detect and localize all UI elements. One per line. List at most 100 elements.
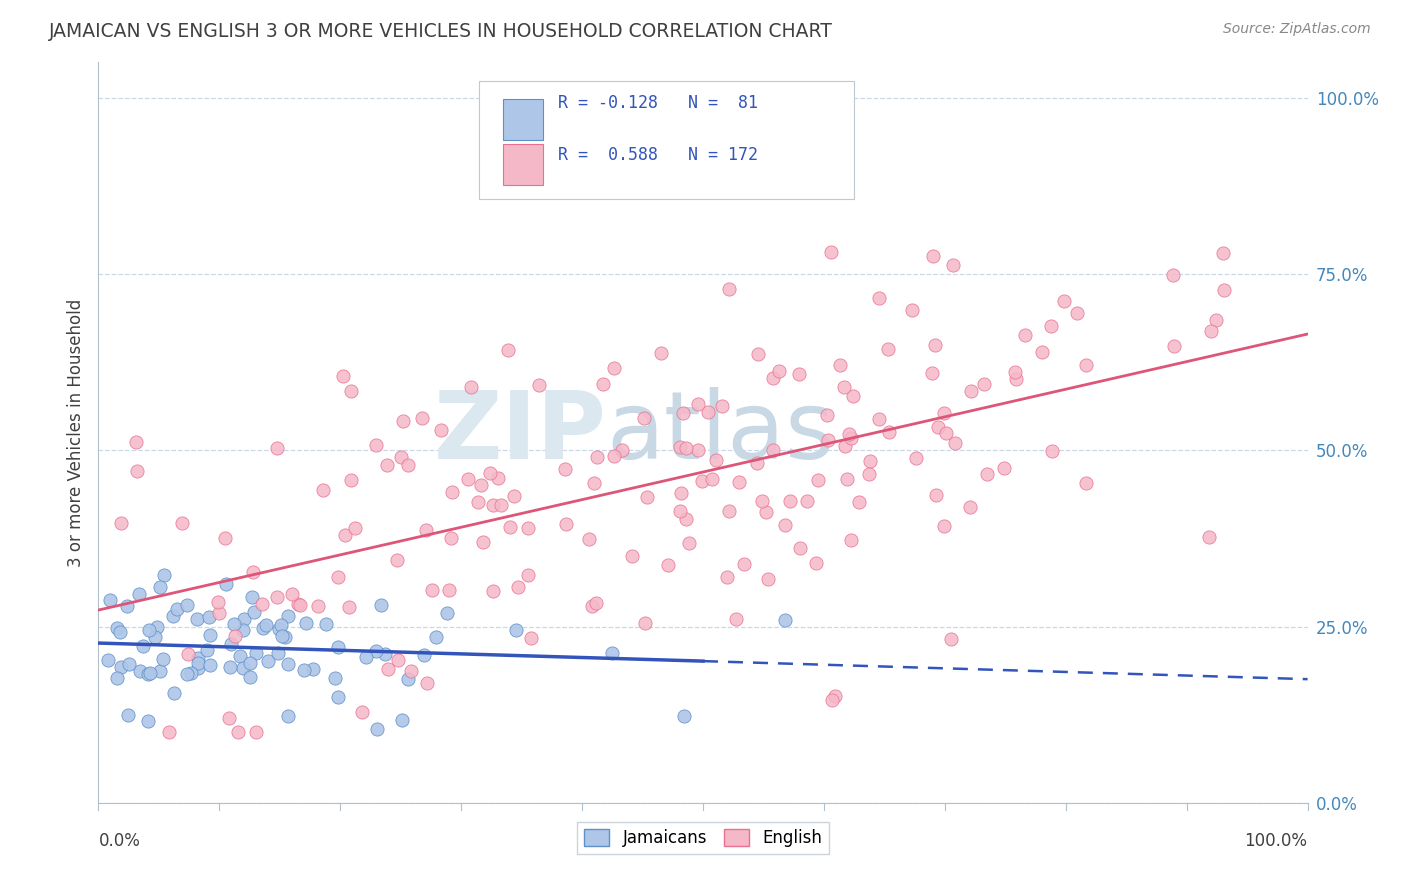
Point	[505, 623, 527, 637]
Point	[219, 660, 242, 674]
Point	[868, 412, 890, 426]
Text: Source: ZipAtlas.com: Source: ZipAtlas.com	[1223, 22, 1371, 37]
Point	[941, 632, 963, 646]
Point	[274, 630, 297, 644]
Point	[391, 713, 413, 727]
Point	[430, 423, 453, 437]
Point	[834, 439, 856, 453]
Text: R = -0.128   N =  81: R = -0.128 N = 81	[558, 95, 758, 112]
Point	[239, 656, 262, 670]
Point	[207, 595, 229, 609]
Point	[198, 628, 221, 642]
Point	[125, 435, 148, 450]
Point	[143, 630, 166, 644]
Point	[337, 599, 360, 614]
Point	[195, 643, 218, 657]
Point	[942, 258, 965, 272]
Point	[832, 380, 855, 394]
Point	[932, 406, 955, 420]
Point	[219, 637, 242, 651]
Point	[1198, 530, 1220, 544]
Point	[787, 368, 810, 382]
Point	[1005, 372, 1028, 386]
Point	[97, 653, 120, 667]
Point	[198, 610, 221, 624]
Point	[486, 471, 509, 485]
Point	[934, 519, 956, 533]
Point	[1076, 358, 1098, 372]
Point	[215, 577, 238, 591]
Point	[436, 606, 458, 620]
Point	[146, 619, 169, 633]
Point	[110, 660, 132, 674]
Point	[636, 490, 658, 504]
Point	[758, 572, 780, 586]
Point	[943, 436, 966, 450]
Point	[266, 590, 288, 604]
Point	[267, 646, 290, 660]
Point	[177, 647, 200, 661]
Point	[176, 667, 198, 681]
Point	[716, 569, 738, 583]
Point	[690, 474, 713, 488]
Point	[489, 499, 512, 513]
Point	[396, 458, 419, 473]
Point	[724, 612, 747, 626]
Point	[127, 464, 149, 478]
Point	[837, 472, 859, 486]
Point	[333, 528, 356, 542]
Point	[187, 661, 209, 675]
Point	[1199, 324, 1222, 338]
Point	[815, 408, 838, 422]
Point	[277, 709, 299, 723]
Point	[149, 580, 172, 594]
Point	[592, 376, 614, 391]
Point	[440, 531, 463, 545]
Point	[686, 397, 709, 411]
Point	[301, 662, 323, 676]
Point	[437, 583, 460, 598]
Point	[232, 612, 254, 626]
Point	[675, 441, 697, 455]
Point	[387, 553, 409, 567]
Point	[901, 302, 924, 317]
Point	[1076, 475, 1098, 490]
Point	[115, 599, 138, 613]
Point	[232, 661, 254, 675]
Point	[392, 414, 415, 428]
Point	[138, 665, 160, 680]
Point	[218, 711, 240, 725]
Point	[117, 657, 139, 671]
Point	[841, 533, 863, 547]
Point	[657, 558, 679, 573]
Point	[828, 358, 851, 372]
Legend: Jamaicans, English: Jamaicans, English	[578, 822, 828, 854]
Point	[366, 723, 388, 737]
Point	[387, 653, 409, 667]
Point	[323, 671, 346, 685]
Point	[773, 613, 796, 627]
Point	[976, 467, 998, 482]
Point	[711, 399, 734, 413]
Point	[848, 495, 870, 509]
Point	[824, 689, 846, 703]
Point	[650, 346, 672, 360]
Point	[517, 521, 540, 535]
Point	[859, 454, 882, 468]
Text: 0.0%: 0.0%	[98, 832, 141, 850]
Point	[675, 512, 697, 526]
Point	[924, 488, 946, 502]
Text: JAMAICAN VS ENGLISH 3 OR MORE VEHICLES IN HOUSEHOLD CORRELATION CHART: JAMAICAN VS ENGLISH 3 OR MORE VEHICLES I…	[49, 22, 834, 41]
Point	[796, 494, 818, 508]
Point	[479, 466, 502, 480]
Point	[877, 342, 900, 356]
Point	[1163, 339, 1185, 353]
Point	[411, 410, 433, 425]
Point	[270, 629, 292, 643]
Point	[240, 591, 263, 605]
Point	[868, 291, 890, 305]
Point	[245, 725, 267, 739]
Point	[821, 693, 844, 707]
Point	[704, 453, 727, 467]
Point	[578, 533, 600, 547]
